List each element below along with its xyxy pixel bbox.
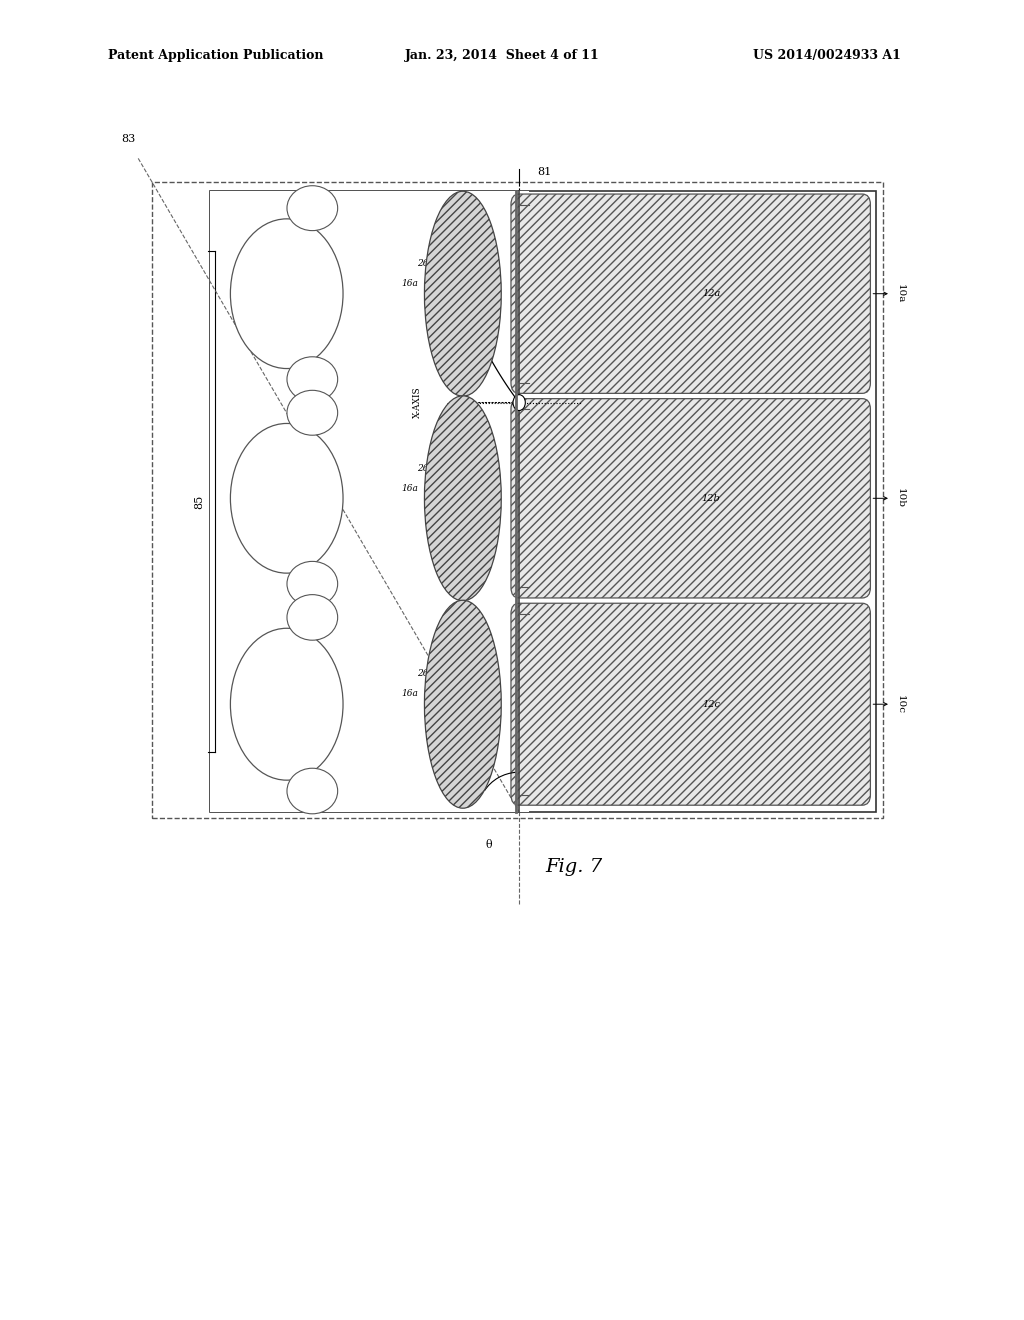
- Text: 16a: 16a: [401, 280, 418, 288]
- FancyBboxPatch shape: [511, 603, 870, 805]
- Text: 26: 26: [417, 465, 429, 473]
- Text: 26: 26: [417, 260, 429, 268]
- Ellipse shape: [287, 594, 338, 640]
- Text: 12b: 12b: [701, 494, 721, 503]
- Text: Patent Application Publication: Patent Application Publication: [108, 49, 323, 62]
- Ellipse shape: [287, 768, 338, 814]
- Bar: [210, 191, 876, 812]
- Text: θ: θ: [485, 840, 492, 850]
- Circle shape: [513, 395, 525, 411]
- Text: Fig. 7: Fig. 7: [545, 858, 602, 876]
- Bar: [152, 182, 883, 818]
- Ellipse shape: [425, 601, 502, 808]
- Ellipse shape: [287, 391, 338, 436]
- Text: 10b: 10b: [896, 488, 905, 508]
- Ellipse shape: [230, 424, 343, 573]
- Bar: [210, 191, 529, 812]
- Text: 12c: 12c: [702, 700, 720, 709]
- Ellipse shape: [287, 186, 338, 231]
- Text: Y-AXIS: Y-AXIS: [545, 273, 554, 304]
- Text: US 2014/0024933 A1: US 2014/0024933 A1: [753, 49, 900, 62]
- Text: X-AXIS: X-AXIS: [413, 387, 422, 418]
- Text: 12a: 12a: [702, 289, 720, 298]
- Text: 85: 85: [195, 495, 205, 508]
- Ellipse shape: [230, 219, 343, 368]
- Text: 16a: 16a: [401, 689, 418, 697]
- Text: 83: 83: [121, 133, 135, 144]
- Text: 82: 82: [452, 469, 464, 477]
- Ellipse shape: [287, 356, 338, 401]
- Text: 10c: 10c: [896, 694, 905, 714]
- Text: 81: 81: [538, 166, 552, 177]
- Text: 26: 26: [417, 669, 429, 677]
- FancyBboxPatch shape: [511, 194, 870, 393]
- Text: 82: 82: [452, 264, 464, 272]
- Text: 16a: 16a: [401, 484, 418, 492]
- FancyBboxPatch shape: [511, 399, 870, 598]
- Text: 10a: 10a: [896, 284, 905, 304]
- Ellipse shape: [425, 191, 502, 396]
- Text: 80: 80: [300, 494, 314, 504]
- Ellipse shape: [425, 396, 502, 601]
- Ellipse shape: [287, 561, 338, 606]
- Text: Jan. 23, 2014  Sheet 4 of 11: Jan. 23, 2014 Sheet 4 of 11: [404, 49, 599, 62]
- Text: Z-AXIS: Z-AXIS: [449, 259, 458, 290]
- Ellipse shape: [230, 628, 343, 780]
